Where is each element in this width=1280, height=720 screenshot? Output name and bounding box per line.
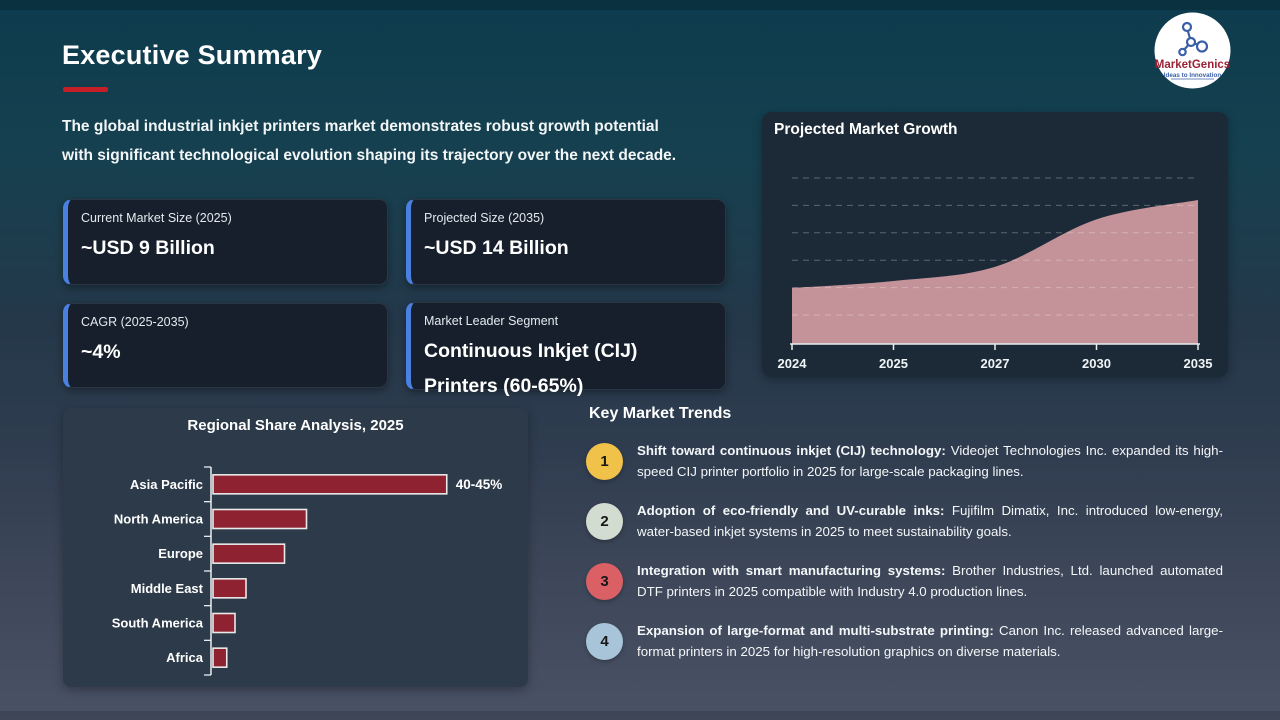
category-label: South America — [112, 616, 204, 631]
bar-asia-pacific — [212, 474, 448, 495]
bar-middle-east — [212, 578, 247, 599]
title-accent-underline — [63, 87, 108, 92]
bar-value-label: 40-45% — [456, 477, 503, 492]
intro-paragraph: The global industrial inkjet printers ma… — [62, 112, 722, 170]
logo-graphic: MarketGenics Ideas to Innovation — [1154, 12, 1231, 89]
category-label: Europe — [158, 546, 203, 561]
trend-number-badge: 2 — [586, 503, 623, 540]
trend-bold-lead: Adoption of eco-friendly and UV-curable … — [637, 503, 945, 518]
stat-label: Market Leader Segment — [424, 314, 559, 328]
x-tick-label: 2030 — [1082, 356, 1111, 371]
category-label: Middle East — [131, 581, 204, 596]
stat-value: ~4% — [81, 341, 121, 363]
logo-tagline-text: Ideas to Innovation — [1164, 72, 1222, 79]
logo-brand-text: MarketGenics — [1155, 59, 1230, 71]
marketgenics-logo: MarketGenics Ideas to Innovation — [1154, 12, 1231, 89]
trend-detail: Canon Inc. released advanced large-forma… — [637, 623, 1223, 659]
trend-item-1: 1 Shift toward continuous inkjet (CIJ) t… — [586, 441, 1223, 482]
bar-north-america — [212, 508, 308, 530]
regional-share-bar-chart: Asia Pacific 40-45% North America Europe Mid… — [112, 466, 503, 676]
bar-africa — [212, 647, 228, 668]
trend-number-badge: 4 — [586, 623, 623, 660]
trend-bold-lead: Shift toward continuous inkjet (CIJ) tec… — [637, 443, 946, 458]
growth-chart-title: Projected Market Growth — [774, 121, 958, 138]
trend-detail: Videojet Technologies Inc. expanded its … — [637, 443, 1223, 479]
stat-label: CAGR (2025-2035) — [81, 315, 189, 329]
intro-line-1: The global industrial inkjet printers ma… — [62, 118, 659, 135]
regional-share-panel: Regional Share Analysis, 2025 Asia Pacif… — [63, 408, 528, 687]
page-title: Executive Summary — [62, 40, 323, 70]
projected-market-growth-area-chart: 2024 2025 2027 2030 2035 — [778, 177, 1213, 371]
trend-item-2: 2 Adoption of eco-friendly and UV-curabl… — [586, 501, 1223, 542]
trend-number-badge: 3 — [586, 563, 623, 600]
category-label: Asia Pacific — [130, 477, 203, 492]
stat-card-projected-size: Projected Size (2035) ~USD 14 Billion — [406, 199, 726, 285]
trend-bold-lead: Expansion of large-format and multi-subs… — [637, 623, 994, 638]
regional-chart-title: Regional Share Analysis, 2025 — [187, 417, 404, 434]
bar-south-america — [212, 612, 236, 634]
molecule-icon — [1178, 21, 1209, 57]
trend-item-3: 3 Integration with smart manufacturing s… — [586, 561, 1223, 602]
stat-card-market-leader-segment: Market Leader Segment Continuous Inkjet … — [406, 302, 726, 397]
key-market-trends-heading: Key Market Trends — [589, 405, 732, 422]
trend-detail: Brother Industries, Ltd. launched automa… — [637, 563, 1224, 599]
stat-label: Projected Size (2035) — [424, 211, 545, 225]
intro-line-2: with significant technological evolution… — [62, 147, 677, 164]
trend-number-badge: 1 — [586, 443, 623, 480]
x-tick-label: 2027 — [981, 356, 1010, 371]
trend-bold-lead: Integration with smart manufacturing sys… — [637, 563, 946, 578]
category-label: North America — [114, 512, 204, 527]
projected-market-growth-panel: Projected Market Growth 2024 2025 2027 2030… — [762, 112, 1228, 377]
trend-text: Shift toward continuous inkjet (CIJ) tec… — [637, 441, 1223, 482]
x-tick-label: 2024 — [778, 356, 808, 371]
logo-circle — [1154, 12, 1231, 89]
x-tick-label: 2025 — [879, 356, 908, 371]
stat-label: Current Market Size (2025) — [81, 211, 232, 225]
stat-value: ~USD 14 Billion — [424, 237, 569, 259]
stat-card-current-market-size: Current Market Size (2025) ~USD 9 Billio… — [63, 199, 388, 285]
stat-card-cagr: CAGR (2025-2035) ~4% — [63, 303, 388, 388]
stat-value: Continuous Inkjet (CIJ) Printers (60-65%… — [424, 340, 638, 397]
trend-text: Expansion of large-format and multi-subs… — [637, 621, 1223, 662]
category-label: Africa — [166, 650, 204, 665]
trend-text: Adoption of eco-friendly and UV-curable … — [637, 501, 1223, 542]
bottom-edge-strip — [0, 711, 1280, 720]
x-tick-label: 2035 — [1184, 356, 1213, 371]
trend-detail: Fujifilm Dimatix, Inc. introduced low-en… — [637, 503, 1223, 539]
key-market-trends-list: 1 Shift toward continuous inkjet (CIJ) t… — [586, 441, 1223, 681]
top-edge-strip — [0, 0, 1280, 10]
bar-europe — [212, 543, 286, 564]
trend-item-4: 4 Expansion of large-format and multi-su… — [586, 621, 1223, 662]
stat-value: ~USD 9 Billion — [81, 237, 215, 259]
growth-area — [792, 200, 1198, 344]
trend-text: Integration with smart manufacturing sys… — [637, 561, 1223, 602]
